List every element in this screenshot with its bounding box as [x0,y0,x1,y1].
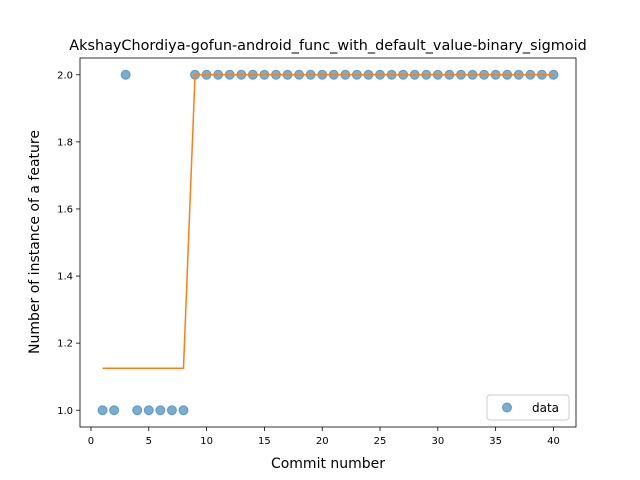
y-tick-label-1.6: 1.6 [57,205,73,216]
data-point-3 [120,69,131,80]
data-point-7 [166,405,177,416]
y-tick-label-2.0: 2.0 [57,70,73,81]
chart-title: AkshayChordiya-gofun-android_func_with_d… [69,38,586,54]
x-axis-label: Commit number [271,456,385,472]
legend-label-data: data [532,401,559,415]
y-tick-label-1.2: 1.2 [57,339,73,350]
plot-area: 0 5 10 15 20 25 30 35 40 1.0 1.2 1.4 1.6 1.8 2.0 [57,57,577,447]
data-point-5 [143,405,154,416]
legend-frame [486,394,570,421]
x-tick-label-10: 10 [200,436,213,447]
x-tick-label-15: 15 [258,436,271,447]
data-point-6 [155,405,166,416]
data-point-2 [109,405,120,416]
x-tick-label-30: 30 [431,436,444,447]
legend: data [486,394,570,421]
y-tick-label-1.8: 1.8 [57,137,73,148]
x-tick-label-25: 25 [374,436,387,447]
x-tick-label-40: 40 [547,436,560,447]
x-tick-label-35: 35 [489,436,502,447]
axes-frame [79,57,577,428]
data-point-4 [132,405,143,416]
x-tick-label-5: 5 [146,436,152,447]
y-tick-label-1.4: 1.4 [57,272,73,283]
y-tick-label-1.0: 1.0 [57,406,73,417]
x-tick-label-20: 20 [316,436,329,447]
fit-line [102,74,554,370]
data-point-1 [97,405,108,416]
data-point-8 [178,405,189,416]
y-axis-label: Number of instance of a feature [27,130,43,354]
legend-marker-data [502,402,512,413]
x-tick-label-0: 0 [88,436,94,447]
